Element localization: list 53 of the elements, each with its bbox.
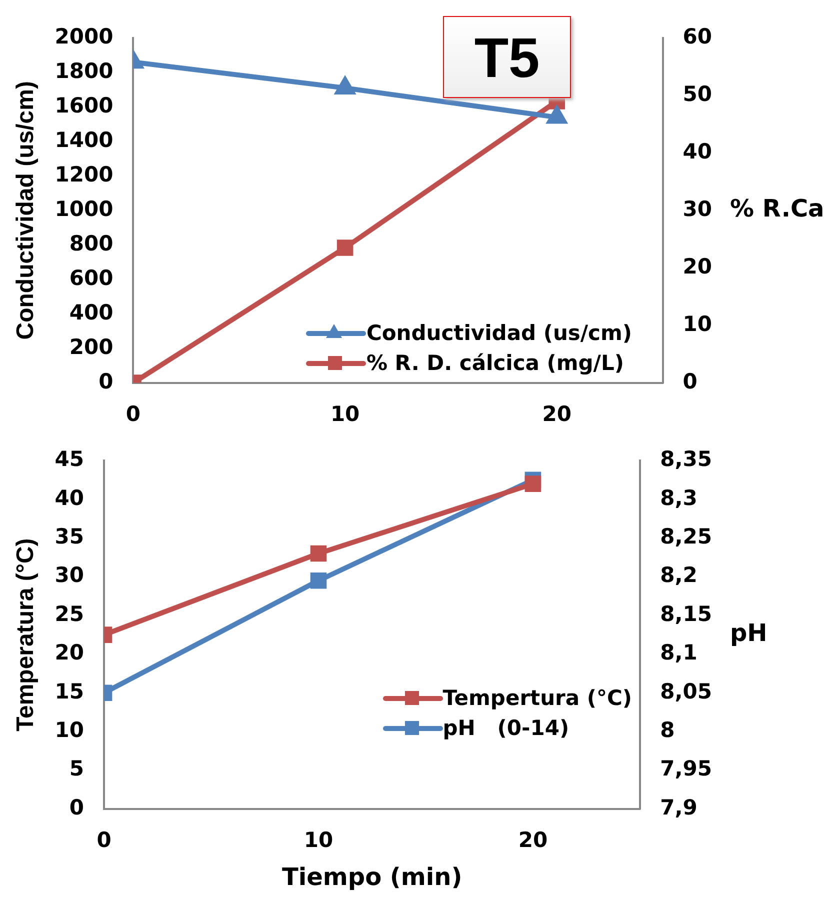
- legend-label: % R. D. cálcica (mg/L): [366, 351, 624, 375]
- y-tick-label: 1600: [54, 93, 114, 118]
- legend-label: Tempertura (°C): [442, 686, 632, 710]
- y2-tick-label: 10: [682, 312, 712, 336]
- y2-tick-label: 8,3: [660, 486, 698, 510]
- y-tick-label: 1800: [54, 58, 114, 83]
- y2-tick-label: 8: [660, 718, 675, 742]
- y-tick-label: 45: [54, 447, 84, 472]
- y-tick-label: 800: [69, 231, 114, 256]
- y-tick-label: 600: [69, 266, 114, 290]
- y-tick-label: 10: [54, 718, 84, 742]
- y-axis-title: Conductividad (us/cm): [12, 81, 40, 340]
- y-tick-label: 1400: [54, 128, 114, 152]
- y2-tick-label: 60: [682, 24, 712, 48]
- x-axis-title: Tiempo (min): [282, 862, 462, 891]
- legend-label: pH (0-14): [442, 716, 570, 740]
- x-tick-label: 20: [518, 828, 548, 852]
- y-axis-title: Temperatura (°C): [12, 538, 40, 732]
- chart-title: T5: [443, 16, 571, 98]
- y-tick-label: 25: [54, 602, 84, 626]
- y2-tick-label: 50: [682, 82, 712, 106]
- y-tick-label: 400: [69, 300, 114, 324]
- y-tick-label: 1000: [54, 196, 114, 221]
- x-tick-label: 10: [330, 402, 360, 426]
- x-tick-label: 10: [304, 828, 334, 852]
- y-tick-label: 1200: [54, 162, 114, 186]
- y2-tick-label: 7,9: [660, 795, 698, 820]
- y-tick-label: 200: [69, 334, 114, 359]
- legend-label: Conductividad (us/cm): [366, 321, 632, 345]
- y2-tick-label: 7,95: [660, 756, 712, 781]
- y-tick-label: 0: [98, 369, 114, 394]
- x-tick-label: 0: [126, 402, 141, 426]
- y-tick-label: 0: [69, 795, 84, 820]
- y2-axis-title: pH: [730, 619, 768, 648]
- y2-axis-title: % R.Ca: [730, 194, 824, 223]
- y2-tick-label: 8,25: [660, 524, 712, 548]
- y2-tick-label: 20: [682, 254, 712, 278]
- x-tick-label: 20: [542, 402, 572, 426]
- y-tick-label: 15: [54, 679, 84, 704]
- y2-tick-label: 40: [682, 139, 712, 164]
- y2-tick-label: 30: [682, 196, 712, 221]
- y2-tick-label: 8,05: [660, 679, 712, 704]
- y2-tick-label: 8,15: [660, 602, 712, 626]
- y2-tick-label: 8,1: [660, 640, 698, 665]
- y2-tick-label: 8,2: [660, 563, 698, 588]
- y-tick-label: 35: [54, 524, 84, 548]
- y-tick-label: 30: [54, 563, 84, 588]
- y2-tick-label: 8,35: [660, 447, 712, 472]
- y-tick-label: 2000: [54, 24, 114, 48]
- y-tick-label: 20: [54, 640, 84, 665]
- y2-tick-label: 0: [682, 369, 698, 394]
- y-tick-label: 5: [69, 756, 84, 781]
- y-tick-label: 40: [54, 486, 84, 510]
